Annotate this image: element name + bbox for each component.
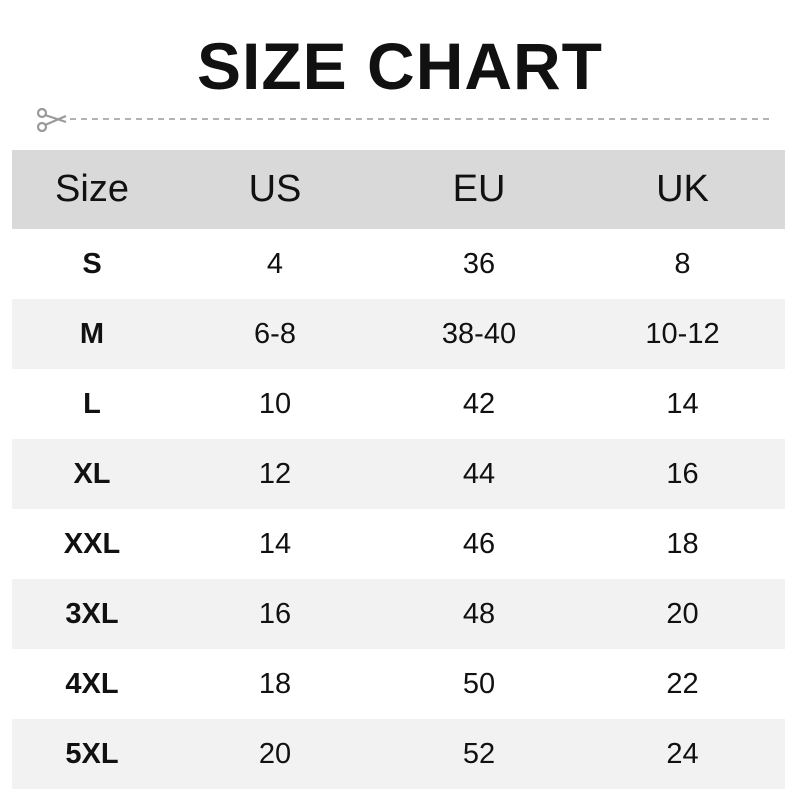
cut-line — [34, 108, 769, 132]
table-row: 4XL 18 50 22 — [12, 649, 785, 719]
cell-eu: 44 — [462, 457, 496, 490]
table-row: M 6-8 38-40 10-12 — [12, 299, 785, 369]
cell-size: L — [83, 387, 101, 420]
cell-uk: 10-12 — [645, 317, 720, 350]
cell-uk: 16 — [666, 457, 699, 490]
cell-size: XL — [73, 457, 111, 490]
cell-eu: 38-40 — [441, 317, 517, 350]
size-table: Size US EU UK S 4 36 8 M 6-8 38-40 10-12 L 10 42 14… — [12, 150, 785, 789]
cell-size: S — [82, 247, 102, 280]
header-uk: UK — [656, 168, 709, 210]
cell-eu: 50 — [462, 667, 496, 700]
cell-us: 18 — [258, 667, 292, 700]
cell-eu: 48 — [462, 597, 496, 630]
cell-size: 5XL — [65, 737, 119, 770]
table-row: S 4 36 8 — [12, 229, 785, 299]
table-row: 5XL 20 52 24 — [12, 719, 785, 789]
cell-size: M — [79, 317, 105, 350]
header-size: Size — [55, 168, 129, 210]
cell-us: 14 — [258, 527, 292, 560]
cell-size: XXL — [63, 527, 121, 560]
header-eu: EU — [452, 168, 506, 210]
table-row: L 10 42 14 — [12, 369, 785, 439]
table-row: 3XL 16 48 20 — [12, 579, 785, 649]
table-row: XXL 14 46 18 — [12, 509, 785, 579]
cell-size: 3XL — [65, 597, 119, 630]
cell-us: 10 — [258, 387, 292, 420]
cell-us: 12 — [258, 457, 292, 490]
cell-size: 4XL — [65, 667, 119, 700]
cell-us: 16 — [258, 597, 292, 630]
cell-eu: 42 — [462, 387, 496, 420]
cell-uk: 24 — [666, 737, 699, 770]
cell-eu: 52 — [462, 737, 496, 770]
page-title: SIZE CHART — [197, 29, 603, 103]
cell-uk: 14 — [666, 387, 699, 420]
table-header-row: Size US EU UK — [12, 150, 785, 229]
cell-uk: 20 — [666, 597, 699, 630]
cell-uk: 22 — [666, 667, 699, 700]
cell-us: 6-8 — [254, 317, 296, 350]
cell-eu: 46 — [462, 527, 496, 560]
table-row: XL 12 44 16 — [12, 439, 785, 509]
cell-us: 4 — [266, 247, 284, 280]
header-us: US — [248, 168, 302, 210]
scissors-icon — [36, 108, 67, 132]
cell-uk: 18 — [666, 527, 699, 560]
cell-us: 20 — [258, 737, 292, 770]
cell-uk: 8 — [674, 247, 691, 280]
cell-eu: 36 — [462, 247, 496, 280]
